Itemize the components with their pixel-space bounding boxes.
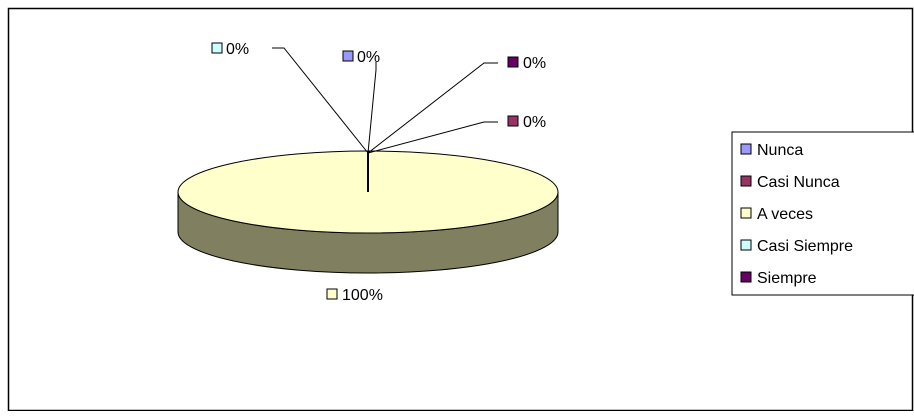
leader-line-casi-nunca <box>367 121 498 154</box>
data-label-text: 0% <box>523 114 546 131</box>
data-label-casi-nunca: 0% <box>507 114 546 131</box>
data-label-text: 0% <box>357 49 380 66</box>
legend-item-casi-siempre: Casi Siempre <box>740 238 853 255</box>
data-label-swatch <box>342 50 354 62</box>
leader-line-nunca <box>367 62 377 154</box>
leader-line-siempre <box>367 62 498 154</box>
leader-line-casi-siempre <box>272 47 369 154</box>
legend-label: Casi Nunca <box>757 174 840 191</box>
data-label-swatch <box>326 288 338 300</box>
data-label-siempre: 0% <box>507 55 546 72</box>
data-label-a-veces: 100% <box>326 287 383 304</box>
legend-label: Casi Siempre <box>757 238 853 255</box>
data-label-swatch <box>507 115 519 127</box>
legend-swatch <box>740 207 752 219</box>
legend-label: Siempre <box>757 270 817 287</box>
data-label-text: 0% <box>226 41 249 58</box>
legend-swatch <box>740 175 752 187</box>
legend-item-a-veces: A veces <box>740 206 813 223</box>
legend-swatch <box>740 271 752 283</box>
legend-item-nunca: Nunca <box>740 142 803 159</box>
leader-lines <box>272 47 498 154</box>
data-label-swatch <box>211 42 223 54</box>
legend-swatch <box>740 239 752 251</box>
legend-item-siempre: Siempre <box>740 270 817 287</box>
legend-item-casi-nunca: Casi Nunca <box>740 174 840 191</box>
data-label-text: 100% <box>342 287 383 304</box>
legend-swatch <box>740 143 752 155</box>
data-label-casi-siempre: 0% <box>211 41 249 58</box>
legend: Nunca Casi Nunca A veces Casi Siempre Si… <box>731 131 914 296</box>
legend-label: A veces <box>757 206 813 223</box>
pie-body <box>177 150 559 274</box>
data-label-text: 0% <box>523 55 546 72</box>
legend-box <box>731 131 914 296</box>
data-label-swatch <box>507 56 519 68</box>
data-label-nunca: 0% <box>342 49 380 66</box>
legend-label: Nunca <box>757 142 803 159</box>
